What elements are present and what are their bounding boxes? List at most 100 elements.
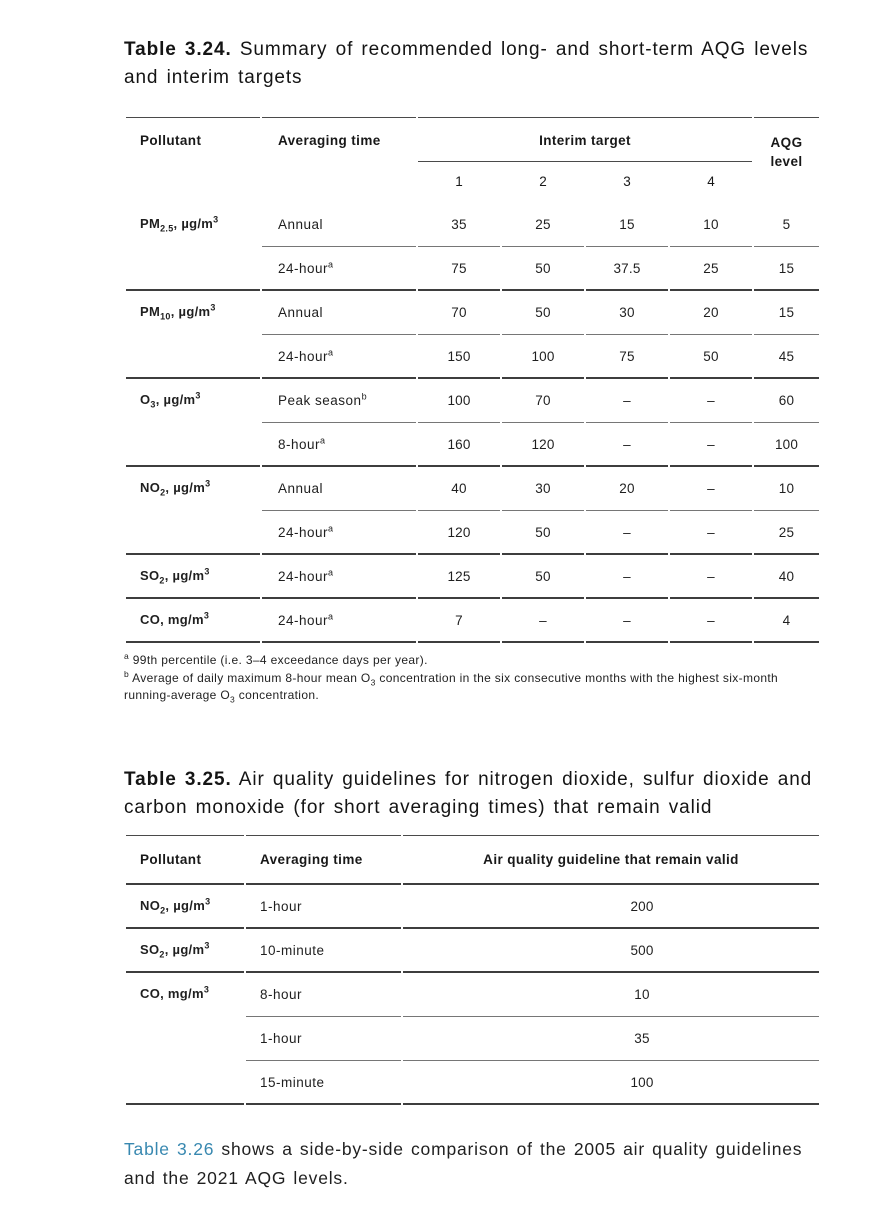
pollutant-cell: CO, mg/m3 <box>126 973 244 1105</box>
aqg-value-cell: 15 <box>754 291 819 335</box>
aqg-value-cell: 40 <box>754 555 819 599</box>
pollutant-cell: O3, µg/m3 <box>126 379 260 467</box>
table-3-24: Pollutant Averaging time Interim target … <box>124 117 821 643</box>
interim-value-cell: 20 <box>670 291 752 335</box>
averaging-cell: 8-houra <box>262 423 416 467</box>
footnote-marker: b <box>361 391 367 402</box>
interim-value-cell: 35 <box>418 203 500 247</box>
interim-value-cell: 20 <box>586 467 668 511</box>
interim-value-cell: – <box>670 599 752 643</box>
table-row: 24-houra 120 50 – – 25 <box>126 511 819 555</box>
table-325-title-line1: Air quality guidelines for nitrogen diox… <box>238 769 813 790</box>
aqg-value-cell: 25 <box>754 511 819 555</box>
interim-value-cell: 25 <box>502 203 584 247</box>
header-interim-3: 3 <box>623 174 631 189</box>
averaging-cell: 24-houra <box>262 247 416 291</box>
table-324-title-line1: Summary of recommended long- and short-t… <box>239 39 809 60</box>
interim-value-cell: 15 <box>586 203 668 247</box>
interim-value-cell: – <box>586 599 668 643</box>
guideline-value-cell: 100 <box>403 1061 819 1105</box>
averaging-cell: 8-hour <box>246 973 401 1017</box>
interim-value-cell: – <box>586 555 668 599</box>
guideline-value-cell: 500 <box>403 929 819 973</box>
interim-value-cell: 75 <box>586 335 668 379</box>
interim-value-cell: – <box>670 379 752 423</box>
table-row: SO2, µg/m3 10-minute 500 <box>126 929 819 973</box>
header-averaging-time: Averaging time <box>262 117 416 203</box>
pollutant-cell: SO2, µg/m3 <box>126 929 244 973</box>
aqg-value-cell: 5 <box>754 203 819 247</box>
table-row: NO2, µg/m3 1-hour 200 <box>126 885 819 929</box>
averaging-cell: Annual <box>262 467 416 511</box>
table-row: PM2.5, µg/m3 Annual 35 25 15 10 5 <box>126 203 819 291</box>
header-interim-1: 1 <box>455 174 463 189</box>
averaging-cell: 1-hour <box>246 1017 401 1061</box>
footnote-b: b Average of daily maximum 8-hour mean O… <box>124 669 779 705</box>
aqg-value-cell: 45 <box>754 335 819 379</box>
aqg-value-cell: 4 <box>754 599 819 643</box>
header-aqg-level: AQG level <box>754 117 819 203</box>
footnote-marker: a <box>328 567 334 577</box>
footnote-marker: a <box>328 347 334 357</box>
averaging-cell: 10-minute <box>246 929 401 973</box>
table-3-25: Pollutant Averaging time Air quality gui… <box>124 835 821 1105</box>
header-pollutant: Pollutant <box>126 835 244 885</box>
averaging-cell: Annual <box>262 203 416 247</box>
interim-value-cell: 70 <box>418 291 500 335</box>
body-paragraph: Table 3.26 shows a side-by-side comparis… <box>124 1135 820 1193</box>
aqg-value-cell: 10 <box>754 467 819 511</box>
interim-value-cell: – <box>586 423 668 467</box>
interim-value-cell: 120 <box>502 423 584 467</box>
table-3-26-link[interactable]: Table 3.26 <box>124 1139 215 1159</box>
header-guideline: Air quality guideline that remain valid <box>403 835 819 885</box>
interim-value-cell: – <box>502 599 584 643</box>
pollutant-cell: NO2, µg/m3 <box>126 467 260 555</box>
interim-value-cell: – <box>586 511 668 555</box>
interim-value-cell: – <box>670 423 752 467</box>
averaging-cell: Annual <box>262 291 416 335</box>
interim-value-cell: – <box>670 467 752 511</box>
table-325-title-line2: carbon monoxide (for short averaging tim… <box>124 797 713 818</box>
aqg-value-cell: 100 <box>754 423 819 467</box>
aqg-value-cell: 60 <box>754 379 819 423</box>
table-324-caption: Table 3.24. Summary of recommended long-… <box>124 36 820 92</box>
header-interim-target: Interim target <box>418 117 752 162</box>
table-row: PM10, µg/m3 Annual 70 50 30 20 15 <box>126 291 819 379</box>
table-row: 24-houra 75 50 37.5 25 15 <box>126 247 819 291</box>
table-row: SO2, µg/m3 24-houra 125 50 – – 40 <box>126 555 819 599</box>
pollutant-cell: PM2.5, µg/m3 <box>126 203 260 291</box>
interim-value-cell: 50 <box>502 247 584 291</box>
interim-value-cell: 37.5 <box>586 247 668 291</box>
interim-value-cell: 7 <box>418 599 500 643</box>
interim-value-cell: – <box>586 379 668 423</box>
interim-value-cell: 25 <box>670 247 752 291</box>
table-row: 1-hour 35 <box>126 1017 819 1061</box>
averaging-cell: 24-houra <box>262 599 416 643</box>
footnote-marker: a <box>328 259 334 269</box>
footnote-marker: a <box>320 435 326 445</box>
table-324-title-line2: and interim targets <box>124 67 303 88</box>
averaging-cell: Peak seasonb <box>262 379 416 423</box>
interim-value-cell: 40 <box>418 467 500 511</box>
interim-value-cell: 30 <box>586 291 668 335</box>
interim-value-cell: 120 <box>418 511 500 555</box>
footnote-a: a 99th percentile (i.e. 3–4 exceedance d… <box>124 651 428 667</box>
interim-value-cell: 10 <box>670 203 752 247</box>
table-row: 8-houra 160 120 – – 100 <box>126 423 819 467</box>
interim-value-cell: 50 <box>502 291 584 335</box>
interim-value-cell: – <box>670 511 752 555</box>
aqg-value-cell: 15 <box>754 247 819 291</box>
pollutant-cell: SO2, µg/m3 <box>126 555 260 599</box>
interim-value-cell: 150 <box>418 335 500 379</box>
table-row: 24-houra 150 100 75 50 45 <box>126 335 819 379</box>
table-324-label: Table 3.24. <box>124 39 232 60</box>
interim-value-cell: – <box>670 555 752 599</box>
interim-value-cell: 100 <box>502 335 584 379</box>
interim-value-cell: 125 <box>418 555 500 599</box>
interim-value-cell: 70 <box>502 379 584 423</box>
header-interim-4: 4 <box>707 174 715 189</box>
interim-value-cell: 50 <box>502 555 584 599</box>
interim-value-cell: 30 <box>502 467 584 511</box>
paragraph-line1: shows a side-by-side comparison of the 2… <box>214 1139 803 1159</box>
